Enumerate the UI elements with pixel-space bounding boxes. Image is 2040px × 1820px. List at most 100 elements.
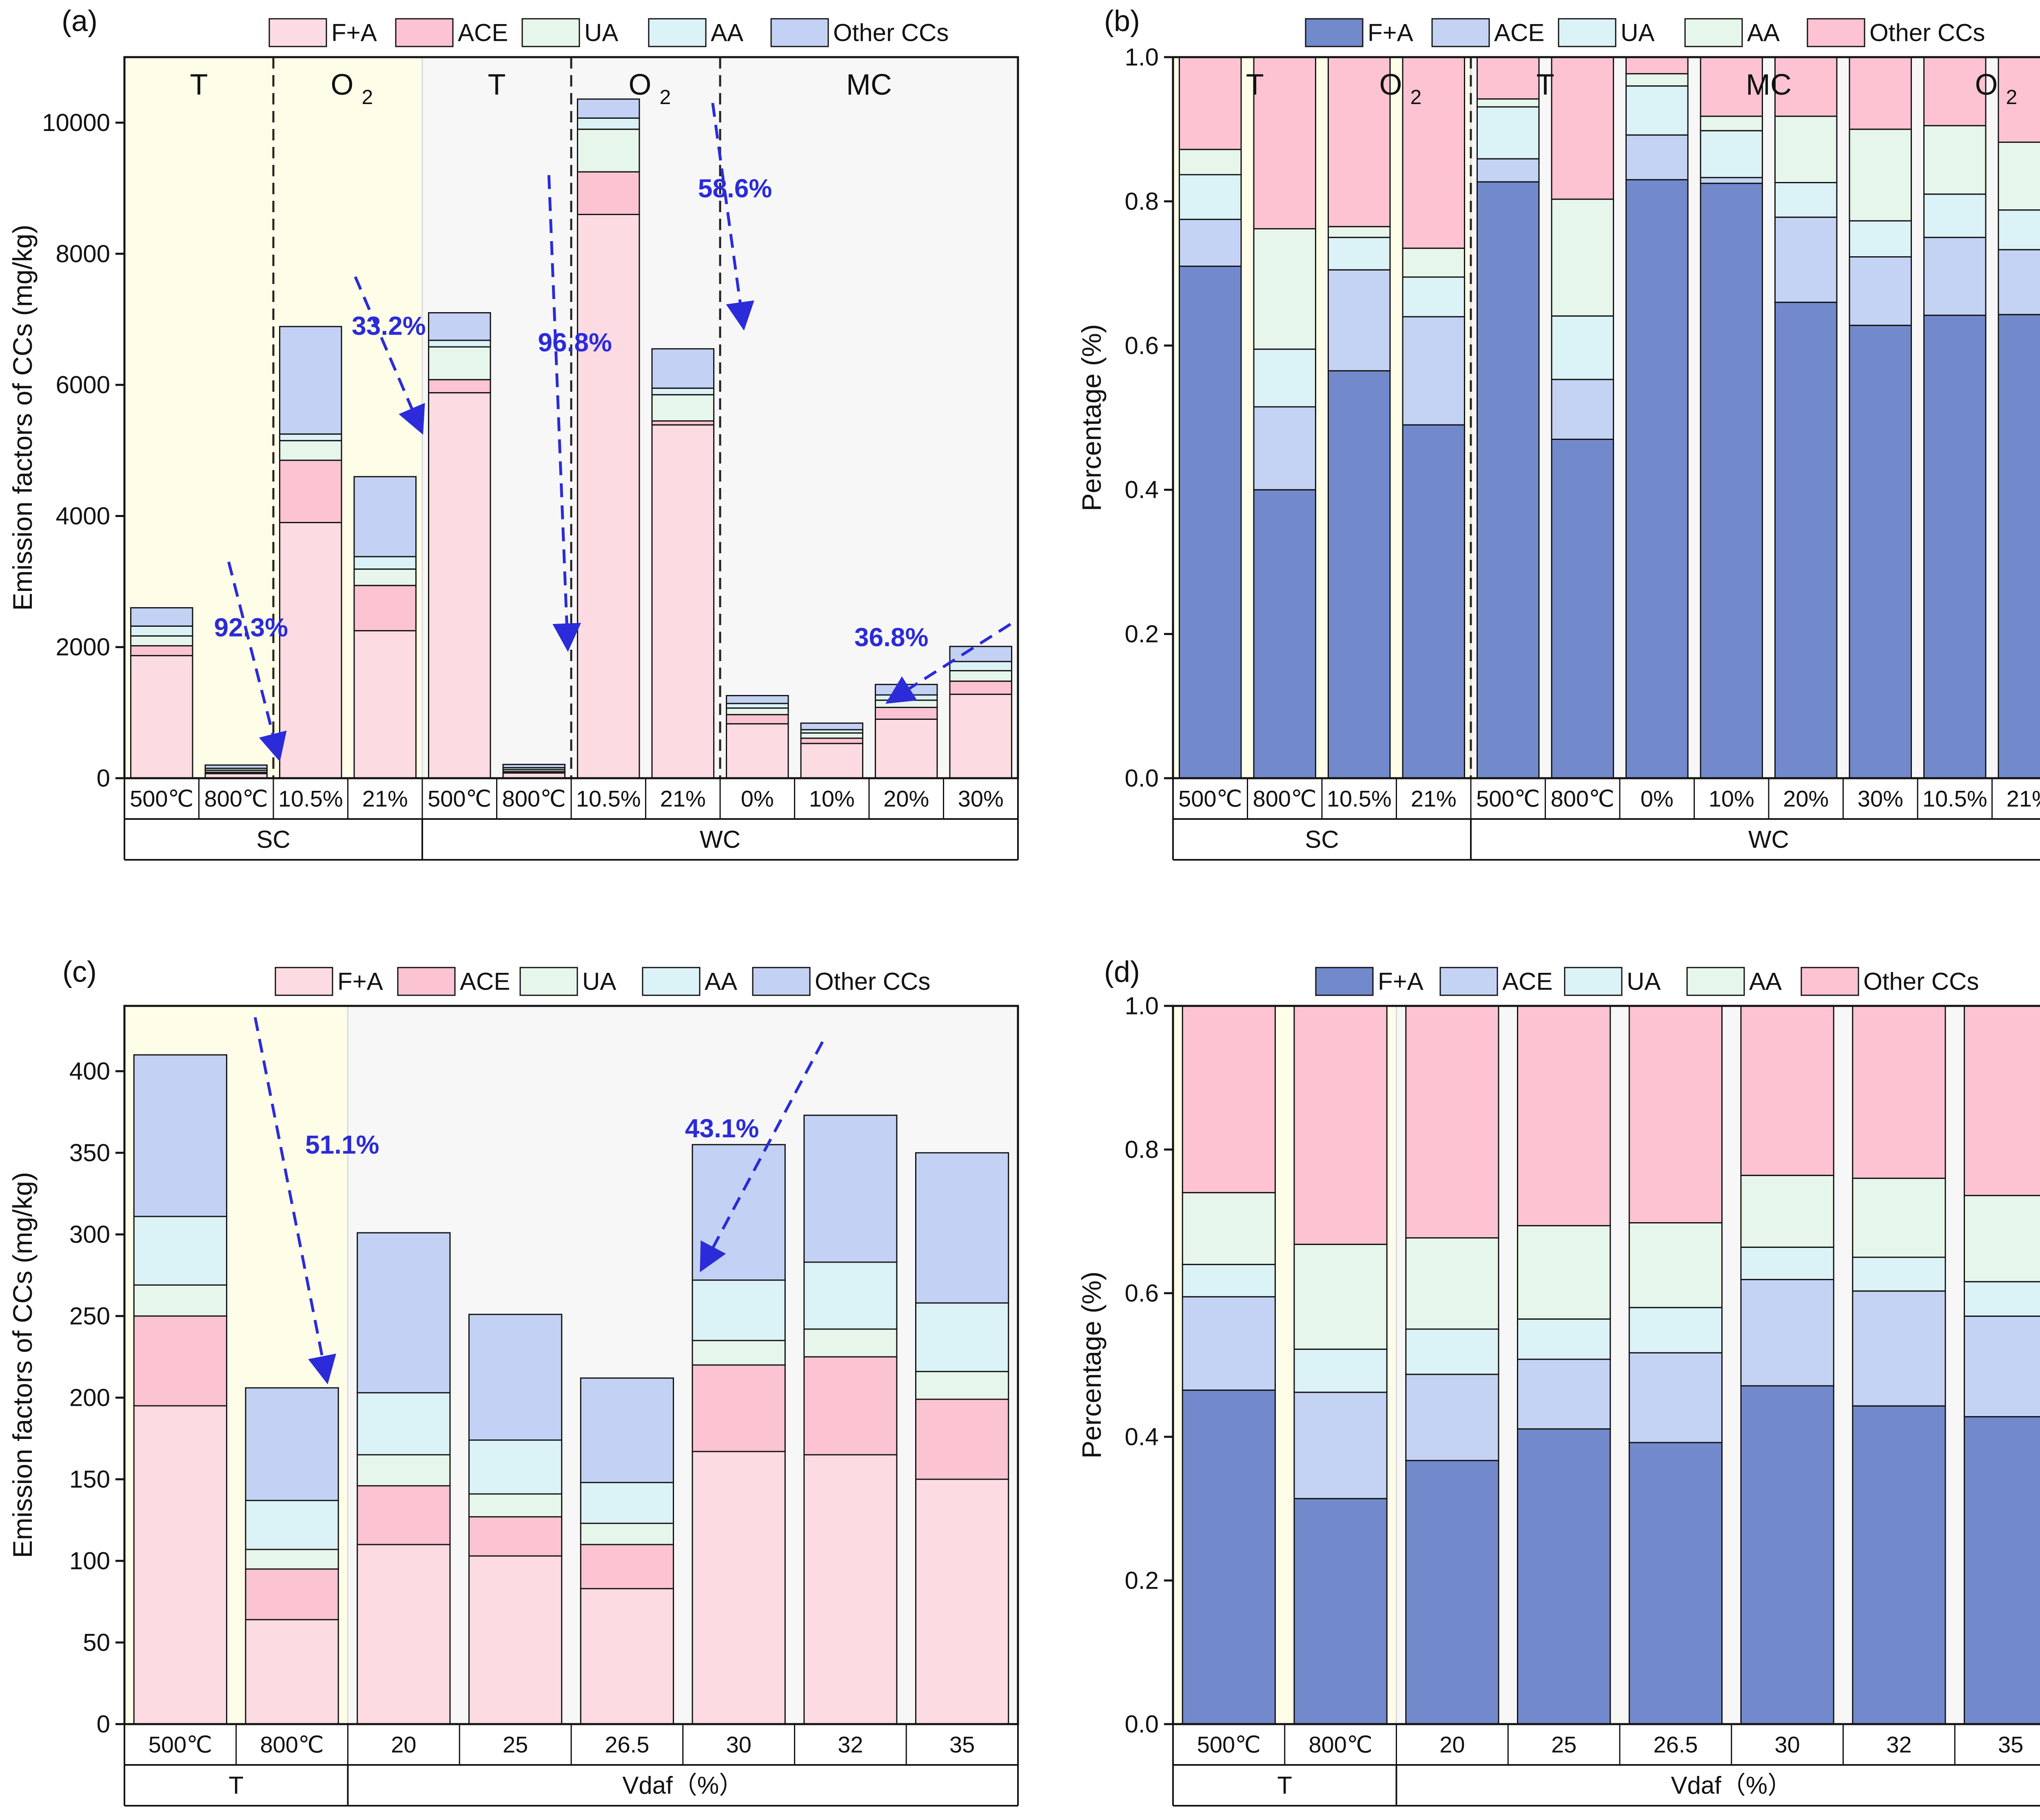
y-tick-label: 0 xyxy=(97,765,110,792)
x-tick-label: 20 xyxy=(1439,1732,1465,1758)
bar-segment xyxy=(133,1054,227,1217)
legend-swatch xyxy=(1686,967,1745,996)
bar-segment xyxy=(1625,134,1689,180)
bar-segment xyxy=(1964,1281,2040,1317)
bar-segment xyxy=(1849,56,1912,130)
legend-swatch xyxy=(770,18,829,47)
bar-segment xyxy=(580,1523,674,1545)
legend-label: UA xyxy=(1621,19,1654,47)
panel-d: 0.0 0.2 0.4 0.6 0.8 1.0 Percentage (%) 500℃ 800℃… xyxy=(1076,956,2040,1807)
bar-segment xyxy=(357,1454,451,1487)
bar-segment xyxy=(1774,56,1838,117)
bar-segment xyxy=(577,129,640,173)
region-label: O xyxy=(628,69,651,101)
trend-arrow xyxy=(547,175,581,652)
x-tick-label: 32 xyxy=(1886,1732,1911,1758)
x-tick-label: 35 xyxy=(1998,1732,2023,1758)
bar-segment xyxy=(279,326,342,435)
bar-segment xyxy=(915,1371,1009,1400)
group-label: SC xyxy=(1305,826,1339,853)
bar-segment xyxy=(949,646,1012,662)
legend-swatch xyxy=(642,967,701,996)
bar-segment xyxy=(1477,158,1540,183)
x-tick-label: 500℃ xyxy=(1178,786,1242,812)
bar-segment xyxy=(1740,1005,1834,1176)
bar-segment xyxy=(1551,56,1614,200)
x-tick-label: 21% xyxy=(660,786,706,812)
legend-label: Other CCs xyxy=(833,19,949,47)
y-tick-label: 0.0 xyxy=(1125,765,1159,792)
x-tick-label: 26.5 xyxy=(1653,1732,1698,1758)
legend-swatch xyxy=(1801,967,1859,996)
x-tick-label: 30% xyxy=(1858,786,1903,812)
x-tick-label: 21% xyxy=(362,786,408,812)
bar-segment xyxy=(1852,1405,1946,1725)
bar-segment xyxy=(726,723,789,779)
y-tick-label: 0.8 xyxy=(1125,188,1159,215)
y-tick-label: 350 xyxy=(69,1139,110,1167)
region-label: T xyxy=(1537,69,1554,101)
group-label: T xyxy=(228,1772,244,1799)
y-tick-label: 0.4 xyxy=(1125,1423,1159,1451)
bar-segment xyxy=(1852,1005,1946,1179)
bar-segment xyxy=(428,340,491,348)
reduction-label: 33.2% xyxy=(352,311,426,341)
bar-segment xyxy=(1477,181,1540,779)
bar-segment xyxy=(130,607,193,627)
x-tick-label: 20 xyxy=(391,1732,416,1758)
reduction-label: 96.8% xyxy=(538,328,612,357)
bar-segment xyxy=(803,1356,898,1456)
bar-segment xyxy=(1477,56,1540,100)
y-axis-title: Percentage (%) xyxy=(1076,1272,1106,1459)
x-tick-label: 800℃ xyxy=(204,786,268,812)
y-tick-label: 400 xyxy=(69,1058,110,1085)
bar-segment xyxy=(1849,220,1912,257)
y-tick-label: 1.0 xyxy=(1125,44,1159,71)
bar-segment xyxy=(803,1328,898,1358)
trend-arrow xyxy=(227,562,287,762)
legend-swatch xyxy=(1431,18,1490,47)
region-label: MC xyxy=(846,69,892,101)
bar-segment xyxy=(1774,302,1838,779)
bar-segment xyxy=(1964,1315,2040,1418)
bar-segment xyxy=(1517,1005,1611,1227)
trend-arrow xyxy=(885,623,1011,704)
bar-segment xyxy=(245,1500,339,1550)
trend-arrow xyxy=(700,1041,824,1272)
x-tick-label: 30% xyxy=(958,786,1004,812)
bar-segment xyxy=(875,718,938,779)
legend-label: UA xyxy=(582,968,616,995)
bar-segment xyxy=(875,699,938,708)
bar-segment xyxy=(1774,216,1838,303)
bar-segment xyxy=(577,98,640,119)
y-tick-label: 2000 xyxy=(56,633,110,661)
legend-swatch xyxy=(1807,18,1865,47)
bar-segment xyxy=(1402,424,1465,779)
y-tick-label: 0.6 xyxy=(1125,332,1159,359)
plot-region-bg xyxy=(348,1006,1018,1724)
legend-label: AA xyxy=(1749,968,1782,995)
bar-segment xyxy=(1253,489,1316,779)
bar-segment xyxy=(1923,237,1987,316)
legend-label: UA xyxy=(584,19,618,47)
x-tick-label: 0% xyxy=(1641,786,1674,812)
bar-segment xyxy=(1774,115,1838,183)
bar-segment xyxy=(428,312,491,341)
bar-segment xyxy=(1998,56,2040,143)
x-tick-label: 10.5% xyxy=(1327,786,1392,812)
bar-segment xyxy=(245,1549,339,1570)
bar-segment xyxy=(428,379,491,393)
bar-segment xyxy=(1293,1005,1388,1245)
x-tick-label: 20% xyxy=(1783,786,1829,812)
bar-segment xyxy=(1740,1174,1834,1248)
bar-segment xyxy=(915,1152,1009,1304)
bar-segment xyxy=(577,171,640,215)
bar-segment xyxy=(1405,1237,1499,1330)
x-tick-label: 500℃ xyxy=(428,786,491,812)
bar-segment xyxy=(1964,1005,2040,1196)
bar-segment xyxy=(428,346,491,380)
bar-segment xyxy=(1179,265,1242,779)
region-label: O xyxy=(330,69,353,101)
